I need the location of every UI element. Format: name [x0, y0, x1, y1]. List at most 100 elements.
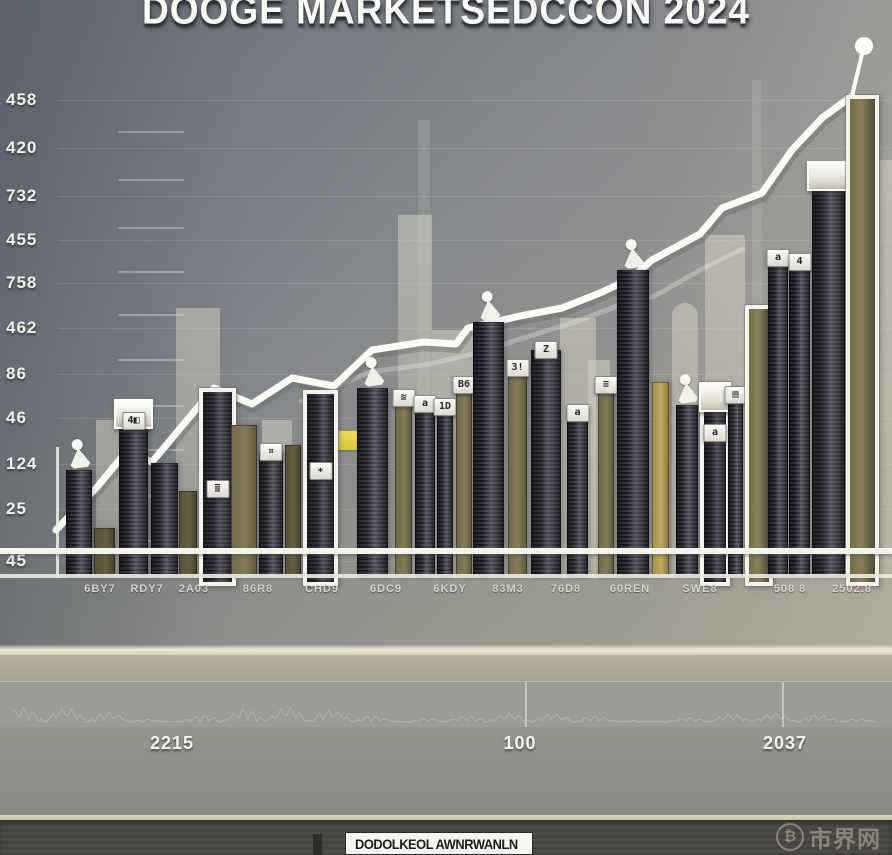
timeline-tick — [782, 682, 784, 728]
timeline-band — [0, 681, 892, 729]
bar: ▤ — [724, 386, 747, 578]
timeline-label: 100 — [503, 733, 537, 753]
x-tick-label: 83M3 — [492, 583, 524, 595]
bar-value-chip: ▤ — [724, 386, 747, 404]
y-tick-label: 455 — [6, 230, 38, 249]
bar-value-chip: ∗ — [309, 462, 332, 480]
legend-label: DODOLKEOL AWNRWANLN — [355, 835, 518, 852]
bar-cap — [807, 161, 850, 191]
axis-dash — [118, 359, 184, 361]
bar: a — [413, 395, 437, 578]
figure-marker — [673, 372, 701, 405]
x-tick-label: 6DC9 — [369, 583, 403, 595]
bar: 3! — [506, 359, 529, 578]
bar — [676, 405, 698, 578]
timeline-waveform — [13, 706, 879, 723]
bar — [151, 463, 178, 578]
y-tick-label: 462 — [6, 318, 38, 337]
y-tick-label: 458 — [6, 90, 38, 109]
bar — [652, 382, 669, 578]
y-tick-label: 86 — [6, 364, 27, 383]
bar — [473, 322, 504, 578]
trend-stem — [850, 48, 865, 98]
gridline — [58, 240, 892, 241]
bar-value-chip: 4 — [788, 253, 811, 271]
y-tick-label: 25 — [6, 499, 27, 518]
bar-value-chip: ≡ — [594, 376, 618, 394]
bar-value-chip: a — [566, 404, 589, 422]
bar-value-chip: 4◧ — [122, 412, 145, 430]
bar-value-chip: ≊ — [392, 389, 415, 407]
gridline — [58, 100, 892, 101]
bar-value-chip: 1D — [433, 398, 457, 416]
timeline-label: 2037 — [762, 733, 808, 753]
bitcoin-icon: ₿ — [776, 823, 804, 851]
cream-divider-lower — [0, 815, 892, 820]
bar — [285, 445, 301, 578]
y-axis-line — [56, 447, 59, 578]
x-tick-label: 2502.8 — [832, 583, 872, 595]
watermark: ₿ 市界网 — [776, 820, 881, 854]
bar-value-chip: Z — [534, 341, 558, 359]
x-tick-label: 86R8 — [242, 583, 274, 595]
timeline-label: 2215 — [149, 733, 195, 753]
bar: ≡ — [594, 376, 618, 578]
baseline-upper — [0, 548, 892, 554]
bar: ∗ — [303, 390, 338, 586]
bar: a — [566, 404, 589, 578]
bar: 1D — [433, 398, 457, 578]
x-tick-label: 2A03 — [178, 583, 210, 595]
gridline — [58, 148, 892, 149]
y-tick-label: 732 — [6, 186, 38, 205]
bar — [807, 161, 850, 578]
axis-dash — [118, 271, 184, 273]
bar: a — [699, 382, 731, 586]
legend-box: DODOLKEOL AWNRWANLN — [345, 832, 533, 855]
axis-dash — [118, 179, 184, 181]
x-tick-label: 76D8 — [550, 583, 582, 595]
bar: ¤ — [259, 443, 283, 578]
x-tick-label: 60REN — [609, 583, 651, 595]
bar — [617, 270, 649, 578]
baseline-lower — [0, 574, 892, 578]
chart-title: DOOGE MARKETSEDCCON 2024 — [142, 0, 750, 33]
x-tick-label: 6KDY — [433, 583, 467, 595]
figure-marker — [359, 355, 387, 388]
figure-marker — [619, 237, 647, 270]
trend-end-dot — [855, 37, 873, 55]
bar-value-chip: 3! — [506, 359, 529, 377]
x-tick-label: SWE8 — [682, 583, 718, 595]
bar-value-chip: a — [703, 424, 727, 442]
y-tick-label: 45 — [6, 551, 27, 570]
y-tick-label: 758 — [6, 273, 38, 292]
bar — [231, 425, 257, 578]
bar-value-chip: ≣ — [206, 480, 229, 498]
bar: ≊ — [392, 389, 415, 578]
bar — [179, 491, 197, 578]
axis-dash — [118, 131, 184, 133]
bar: 4 — [788, 253, 811, 578]
y-tick-label: 420 — [6, 138, 38, 157]
bar-value-chip: ¤ — [259, 443, 283, 461]
bar: Z — [531, 341, 561, 578]
gridline — [58, 196, 892, 197]
x-tick-label: 6BY7 — [84, 583, 116, 595]
y-tick-label: 124 — [6, 454, 38, 473]
x-tick-label: 508 8 — [773, 583, 807, 595]
gridline — [58, 283, 892, 284]
y-tick-label: 46 — [6, 408, 27, 427]
x-tick-label: RDY7 — [130, 583, 164, 595]
axis-dash — [118, 314, 184, 316]
bar: B6 — [452, 376, 476, 578]
tan-band — [0, 655, 892, 681]
x-tick-label: CHD9 — [305, 583, 339, 595]
bar — [66, 470, 92, 578]
figure-marker — [475, 289, 503, 322]
bar-value-chip: a — [766, 249, 790, 267]
cream-divider-upper — [0, 645, 892, 655]
timeline-tick — [525, 682, 527, 728]
figure-marker — [65, 437, 93, 470]
bar — [357, 388, 388, 578]
bar-value-chip: a — [413, 395, 437, 413]
